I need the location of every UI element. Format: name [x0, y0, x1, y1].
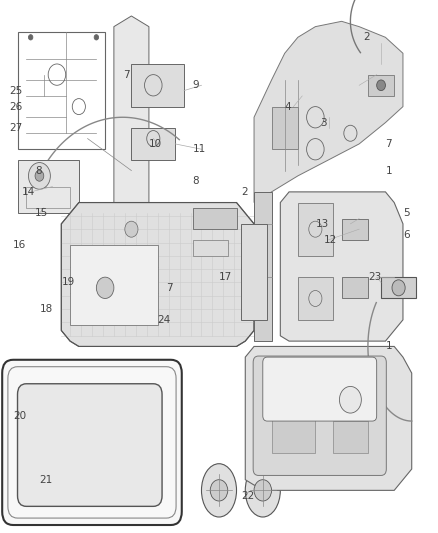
Circle shape: [28, 163, 50, 189]
Text: 2: 2: [241, 187, 247, 197]
Bar: [26, 187, 70, 208]
Text: 17: 17: [219, 272, 232, 282]
Circle shape: [125, 221, 138, 237]
Circle shape: [94, 35, 99, 40]
Text: 13: 13: [315, 219, 328, 229]
Bar: [298, 203, 333, 256]
Text: 18: 18: [39, 304, 53, 314]
Text: 11: 11: [193, 144, 206, 154]
Polygon shape: [114, 16, 149, 213]
Circle shape: [210, 480, 228, 501]
Ellipse shape: [201, 464, 237, 517]
Bar: [342, 277, 368, 298]
Bar: [298, 277, 333, 320]
Bar: [272, 410, 315, 453]
Ellipse shape: [245, 464, 280, 517]
Bar: [241, 224, 267, 320]
Text: 24: 24: [158, 315, 171, 325]
Bar: [193, 208, 237, 229]
Text: 12: 12: [324, 235, 337, 245]
Bar: [131, 128, 175, 160]
Bar: [70, 245, 158, 325]
Text: 16: 16: [13, 240, 26, 250]
Circle shape: [377, 80, 385, 91]
Bar: [272, 107, 298, 149]
Text: 7: 7: [166, 283, 173, 293]
Text: 27: 27: [9, 123, 22, 133]
Bar: [131, 64, 184, 107]
Text: 3: 3: [320, 118, 326, 127]
Circle shape: [339, 386, 361, 413]
Text: 25: 25: [9, 86, 22, 95]
Text: 8: 8: [35, 166, 42, 175]
Circle shape: [254, 480, 272, 501]
Circle shape: [28, 35, 33, 40]
Bar: [193, 240, 228, 256]
Text: 9: 9: [193, 80, 199, 90]
Bar: [254, 192, 272, 341]
Text: 26: 26: [9, 102, 22, 111]
Polygon shape: [61, 203, 254, 346]
Circle shape: [96, 277, 114, 298]
FancyBboxPatch shape: [2, 360, 182, 525]
Text: 19: 19: [61, 278, 74, 287]
Text: 10: 10: [149, 139, 162, 149]
Polygon shape: [254, 21, 403, 203]
Bar: [333, 421, 368, 453]
Text: 7: 7: [385, 139, 392, 149]
Text: 22: 22: [241, 491, 254, 500]
Text: 4: 4: [285, 102, 291, 111]
FancyBboxPatch shape: [18, 384, 162, 506]
Text: 8: 8: [193, 176, 199, 186]
Bar: [368, 75, 394, 96]
Text: 23: 23: [368, 272, 381, 282]
Text: 15: 15: [35, 208, 48, 218]
Bar: [342, 219, 368, 240]
Bar: [381, 277, 416, 298]
Circle shape: [392, 280, 405, 296]
Text: 6: 6: [403, 230, 410, 239]
Text: 7: 7: [123, 70, 129, 79]
Bar: [18, 32, 105, 149]
Text: 21: 21: [39, 475, 53, 484]
Circle shape: [35, 171, 44, 181]
Text: 20: 20: [13, 411, 26, 421]
Polygon shape: [280, 192, 403, 341]
FancyBboxPatch shape: [263, 357, 377, 421]
Text: 5: 5: [403, 208, 410, 218]
Text: 1: 1: [385, 166, 392, 175]
Text: 2: 2: [364, 33, 370, 42]
FancyBboxPatch shape: [253, 356, 386, 475]
Bar: [18, 160, 79, 213]
Text: 14: 14: [22, 187, 35, 197]
Text: 1: 1: [385, 342, 392, 351]
Polygon shape: [245, 346, 412, 490]
